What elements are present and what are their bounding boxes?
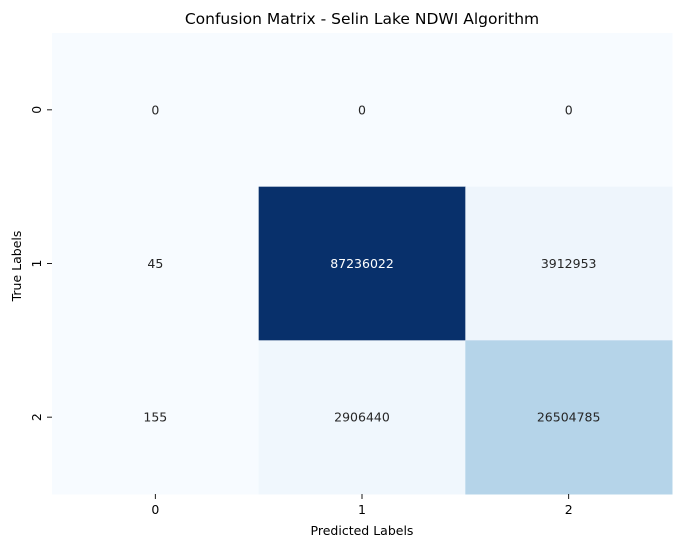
y-axis-label: True Labels <box>9 231 24 303</box>
x-axis-ticks: 0 1 2 <box>151 494 573 517</box>
chart-title: Confusion Matrix - Selin Lake NDWI Algor… <box>185 10 539 28</box>
cell-value-r2-c2: 26504785 <box>537 410 601 425</box>
heatmap-cell-r0-c0 <box>52 33 260 188</box>
y-tick-label: 0 <box>29 106 44 114</box>
heatmap-cell-r2-c0 <box>52 340 260 495</box>
cell-value-r0-c1: 0 <box>358 102 366 117</box>
cell-value-r1-c2: 3912953 <box>541 256 597 271</box>
y-axis-ticks: 0 1 2 <box>29 106 52 421</box>
cell-value-r0-c2: 0 <box>565 102 573 117</box>
heatmap-cell-r2-c1 <box>258 340 466 495</box>
heatmap-cell-r1-c2 <box>465 186 673 341</box>
heatmap-cell-r1-c1 <box>258 186 466 341</box>
cell-value-r0-c0: 0 <box>151 102 159 117</box>
heatmap-cell-r0-c2 <box>465 33 673 188</box>
cell-value-r1-c1: 87236022 <box>330 256 394 271</box>
x-tick-label: 2 <box>565 502 573 517</box>
cell-value-r2-c1: 2906440 <box>334 410 390 425</box>
heatmap-cell-r0-c1 <box>258 33 466 188</box>
heatmap-cells <box>52 33 673 495</box>
heatmap-cell-labels: 0 0 0 45 87236022 3912953 155 2906440 26504785 <box>143 102 600 424</box>
y-tick-label: 1 <box>29 260 44 268</box>
cell-value-r2-c0: 155 <box>143 410 167 425</box>
x-axis-label: Predicted Labels <box>311 523 414 538</box>
x-tick-label: 1 <box>358 502 366 517</box>
cell-value-r1-c0: 45 <box>147 256 163 271</box>
heatmap-cell-r2-c2 <box>465 340 673 495</box>
y-tick-label: 2 <box>29 413 44 421</box>
x-tick-label: 0 <box>151 502 159 517</box>
heatmap-cell-r1-c0 <box>52 186 260 341</box>
